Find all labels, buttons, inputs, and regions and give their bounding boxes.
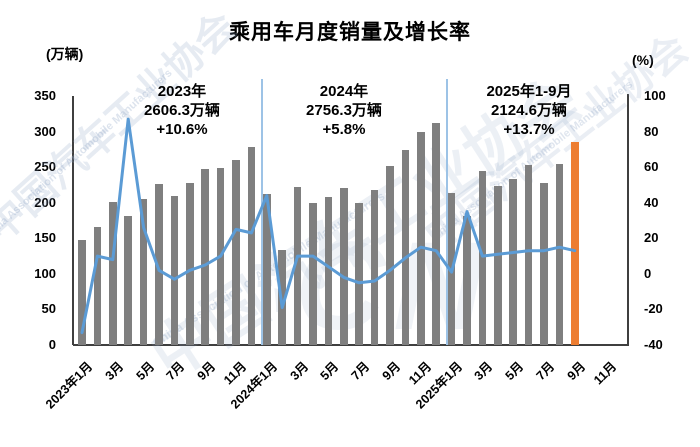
sales-bar-2024-01 bbox=[263, 194, 271, 345]
right-axis-tick-0: 0 bbox=[644, 265, 652, 281]
right-axis-tick--20: -20 bbox=[644, 301, 663, 317]
annotation-2023年: 2023年 2606.3万辆 +10.6% bbox=[144, 82, 220, 139]
right-axis-tick-80: 80 bbox=[644, 123, 659, 139]
sales-bar-2023-05 bbox=[139, 199, 148, 345]
annotation-2024年: 2024年 2756.3万辆 +5.8% bbox=[306, 82, 382, 139]
sales-bar-2024-08 bbox=[370, 189, 379, 345]
sales-bar-2025-07 bbox=[540, 182, 548, 345]
left-axis-unit-label: (万辆) bbox=[46, 46, 84, 62]
left-axis-tick-350: 350 bbox=[34, 88, 56, 103]
sales-bar-2024-07 bbox=[355, 203, 363, 345]
annotation-line: +13.7% bbox=[503, 121, 555, 138]
annotation-line: 2124.6万辆 bbox=[491, 102, 567, 119]
sales-bar-2023-03 bbox=[109, 201, 117, 345]
left-axis-tick-250: 250 bbox=[34, 159, 56, 175]
sales-bar-2024-06 bbox=[340, 188, 348, 345]
sales-bar-2023-12 bbox=[247, 146, 256, 345]
sales-bar-2025-06 bbox=[524, 165, 533, 345]
sales-bar-2024-09 bbox=[386, 165, 394, 345]
right-axis-tick-100: 100 bbox=[644, 88, 666, 103]
sales-bar-2023-04 bbox=[124, 216, 132, 345]
sales-bar-2024-03 bbox=[293, 187, 302, 345]
chart-title: 乘用车月度销量及增长率 bbox=[229, 21, 471, 44]
left-axis-line bbox=[72, 96, 74, 345]
right-axis-tick-60: 60 bbox=[644, 159, 659, 175]
left-axis-tick-300: 300 bbox=[34, 123, 56, 139]
sales-bar-2024-11 bbox=[417, 132, 425, 345]
left-axis-tick-100: 100 bbox=[34, 265, 56, 281]
sales-bar-2023-07 bbox=[170, 195, 179, 345]
sales-bar-2025-05 bbox=[509, 179, 517, 345]
sales-bar-2024-02 bbox=[278, 249, 286, 345]
sales-bar-2023-02 bbox=[93, 227, 102, 345]
sales-bar-2023-01 bbox=[78, 240, 86, 345]
sales-bar-2023-08 bbox=[186, 183, 194, 345]
sales-bar-2024-05 bbox=[324, 197, 333, 345]
sales-bar-2025-03 bbox=[478, 170, 487, 345]
x-axis-line bbox=[73, 344, 629, 346]
annotation-line: +10.6% bbox=[156, 121, 208, 138]
sales-bar-2025-08 bbox=[555, 164, 564, 345]
sales-bar-2025-09 bbox=[571, 141, 579, 345]
right-axis-tick--40: -40 bbox=[644, 337, 663, 352]
annotation-line: 2025年1-9月 bbox=[486, 83, 572, 100]
annotation-line: 2023年 bbox=[157, 83, 207, 100]
annotation-line: 2756.3万辆 bbox=[306, 102, 382, 119]
sales-bar-2023-06 bbox=[155, 183, 163, 345]
sales-bar-2025-04 bbox=[494, 186, 502, 345]
annotation-line: +5.8% bbox=[322, 121, 366, 138]
annotation-2025年1-9月: 2025年1-9月 2124.6万辆 +13.7% bbox=[486, 82, 571, 139]
year-divider-after-2024-12 bbox=[445, 79, 448, 345]
right-axis-line bbox=[627, 94, 629, 345]
left-axis-tick-0: 0 bbox=[48, 337, 56, 352]
sales-bar-2024-12 bbox=[432, 122, 440, 345]
sales-bar-2024-10 bbox=[401, 149, 410, 345]
sales-bar-2023-11 bbox=[232, 159, 240, 345]
sales-bar-2025-01 bbox=[447, 193, 456, 345]
right-axis-tick-20: 20 bbox=[644, 230, 659, 246]
right-axis-unit-label: (%) bbox=[632, 52, 654, 68]
year-divider-after-2023-12 bbox=[261, 79, 264, 345]
right-axis-tick-40: 40 bbox=[644, 194, 659, 210]
sales-bar-2025-02 bbox=[463, 216, 471, 345]
sales-bar-2023-09 bbox=[201, 168, 209, 345]
annotation-line: 2606.3万辆 bbox=[144, 102, 220, 119]
left-axis-tick-150: 150 bbox=[34, 230, 56, 246]
annotation-line: 2024年 bbox=[319, 83, 369, 100]
left-axis-tick-200: 200 bbox=[34, 194, 56, 210]
sales-bar-2023-10 bbox=[216, 168, 225, 345]
sales-bar-2024-04 bbox=[309, 202, 317, 345]
left-axis-tick-50: 50 bbox=[41, 301, 56, 317]
